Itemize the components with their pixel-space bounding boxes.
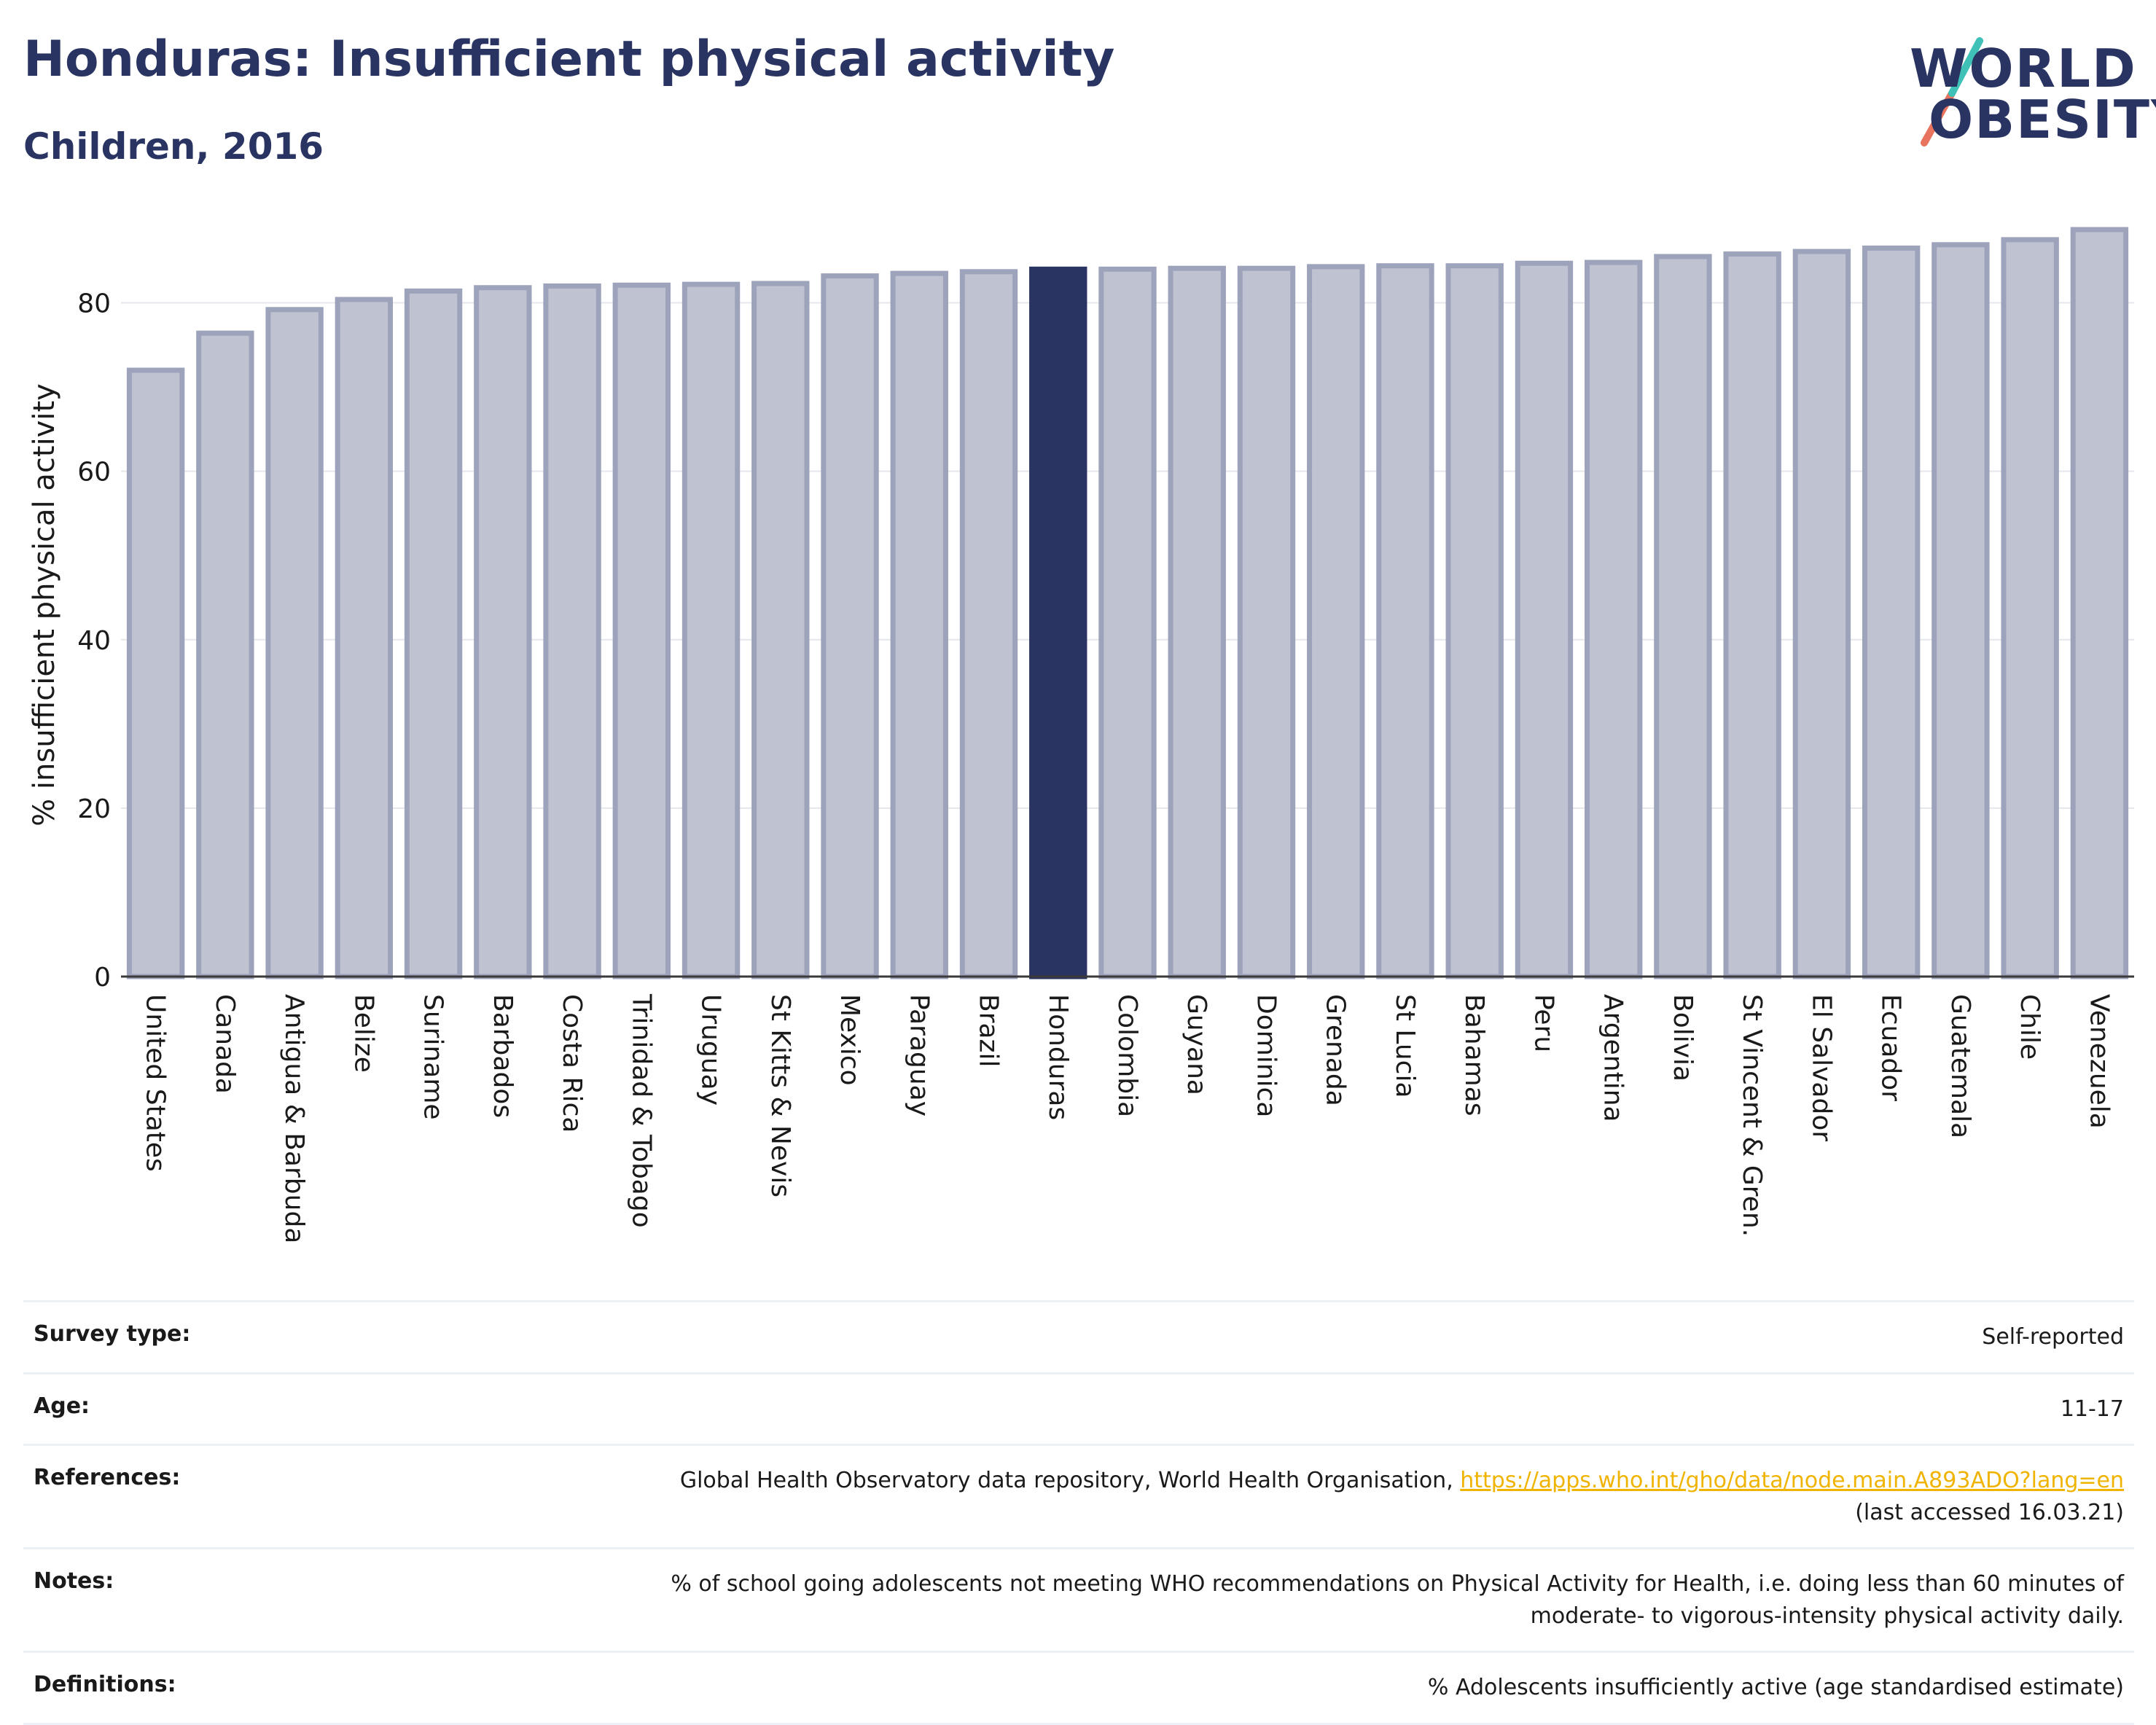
bar[interactable] [1029, 266, 1087, 979]
bar[interactable] [265, 307, 324, 979]
info-row-references: References: Global Health Observatory da… [23, 1444, 2134, 1549]
x-tick-label: Uruguay [696, 994, 726, 1106]
reference-text: Global Health Observatory data repositor… [679, 1468, 1461, 1493]
info-value: % Adolescents insufficiently active (age… [1427, 1675, 2124, 1700]
bar[interactable] [1168, 265, 1226, 979]
info-label: Notes: [34, 1568, 114, 1594]
y-tick-label: 60 [77, 458, 111, 488]
notes-line2: moderate- to vigorous-intensity physical… [1530, 1603, 2124, 1629]
x-tick-label: Bahamas [1459, 994, 1489, 1116]
bar[interactable] [1376, 263, 1434, 979]
bar[interactable] [821, 273, 879, 979]
x-tick-label: St Lucia [1390, 994, 1420, 1098]
logo-line1: WORLD [1910, 38, 2137, 99]
bar-chart: 0 20 40 60 80 United States Canada Antigua & Ba… [28, 227, 2134, 1243]
info-row-definitions: Definitions: % Adolescents insufficientl… [23, 1651, 2134, 1724]
bar[interactable] [335, 297, 394, 979]
bar[interactable] [1237, 265, 1296, 979]
x-tick-label: Venezuela [2084, 994, 2114, 1129]
x-tick-label: Ecuador [1876, 994, 1906, 1101]
x-tick-label: Guyana [1181, 994, 1211, 1095]
x-tick-label: Antigua & Barbuda [279, 994, 309, 1243]
info-value: Self-reported [1982, 1324, 2124, 1350]
page-title: Honduras: Insufficient physical activity [23, 31, 1115, 88]
x-tick-label: Barbados [488, 994, 517, 1118]
info-label: Definitions: [34, 1672, 176, 1697]
y-tick-label: 0 [94, 963, 111, 993]
info-label: References: [34, 1465, 181, 1490]
reference-link[interactable]: https://apps.who.int/gho/data/node.main.… [1460, 1468, 2124, 1493]
y-tick-label: 40 [77, 626, 111, 656]
bar[interactable] [1723, 251, 1781, 979]
bar[interactable] [1307, 264, 1365, 979]
bar[interactable] [1445, 263, 1504, 979]
bar[interactable] [126, 367, 185, 979]
x-tick-label: Paraguay [904, 994, 934, 1116]
bar[interactable] [1932, 242, 1990, 979]
bar[interactable] [959, 269, 1018, 979]
x-tick-label: El Salvador [1806, 994, 1836, 1141]
info-row-survey-type: Survey type: Self-reported [23, 1301, 2134, 1374]
x-tick-label: Colombia [1112, 994, 1142, 1117]
bar[interactable] [1862, 245, 1921, 979]
bar[interactable] [543, 283, 601, 979]
bar[interactable] [474, 285, 532, 979]
logo-slash-icon [1921, 37, 1983, 146]
x-tick-label: Peru [1528, 994, 1558, 1052]
x-tick-label: Belize [348, 994, 378, 1073]
info-value: Global Health Observatory data repositor… [306, 1445, 2134, 1549]
x-tick-label: Chile [2015, 994, 2044, 1060]
bar[interactable] [2001, 237, 2059, 979]
y-tick-label: 20 [77, 794, 111, 824]
x-tick-label: Costa Rica [557, 994, 587, 1133]
x-tick-label: Guatemala [1945, 994, 1975, 1138]
bar[interactable] [1654, 254, 1712, 979]
bar[interactable] [1515, 260, 1574, 979]
x-tick-label: Dominica [1251, 994, 1281, 1118]
bar[interactable] [681, 281, 741, 979]
info-value: % of school going adolescents not meetin… [306, 1549, 2134, 1652]
info-row-age: Age: 11-17 [23, 1373, 2134, 1445]
x-tick-label: Bolivia [1668, 994, 1698, 1081]
bar[interactable] [751, 281, 810, 979]
notes-line1: % of school going adolescents not meetin… [671, 1571, 2124, 1597]
bar[interactable] [404, 288, 463, 979]
bar[interactable] [612, 282, 671, 979]
bar[interactable] [1098, 266, 1157, 979]
x-tick-label: Canada [210, 994, 240, 1094]
bar[interactable] [2070, 227, 2129, 979]
x-tick-label: Mexico [835, 994, 864, 1086]
page-subtitle: Children, 2016 [23, 125, 324, 168]
info-row-notes: Notes: % of school going adolescents not… [23, 1548, 2134, 1652]
info-table: Survey type: Self-reported Age: 11-17 Re… [23, 1300, 2134, 1725]
x-tick-label: Trinidad & Tobago [626, 993, 656, 1228]
info-label: Age: [34, 1393, 90, 1419]
bar[interactable] [196, 330, 254, 979]
logo-line2: OBESITY [1929, 89, 2156, 150]
y-tick-label: 80 [77, 289, 111, 319]
world-obesity-logo: WORLD OBESITY [1895, 20, 2156, 152]
x-tick-label: Grenada [1321, 994, 1351, 1106]
bar[interactable] [1584, 259, 1643, 979]
info-label: Survey type: [34, 1321, 191, 1347]
x-tick-label: Honduras [1043, 994, 1073, 1120]
info-value: 11-17 [2060, 1396, 2124, 1422]
bar[interactable] [890, 270, 948, 979]
x-tick-label: St Kitts & Nevis [765, 994, 795, 1197]
x-tick-label: Suriname [418, 994, 448, 1120]
x-tick-label: Argentina [1598, 994, 1628, 1122]
x-tick-label: United States [141, 994, 171, 1172]
reference-accessed: (last accessed 16.03.21) [1855, 1499, 2124, 1525]
x-tick-label: Brazil [974, 994, 1004, 1067]
x-tick-label: St Vincent & Gren. [1737, 994, 1767, 1237]
y-axis-title: % insufficient physical activity [28, 383, 61, 826]
bar[interactable] [1792, 249, 1851, 979]
